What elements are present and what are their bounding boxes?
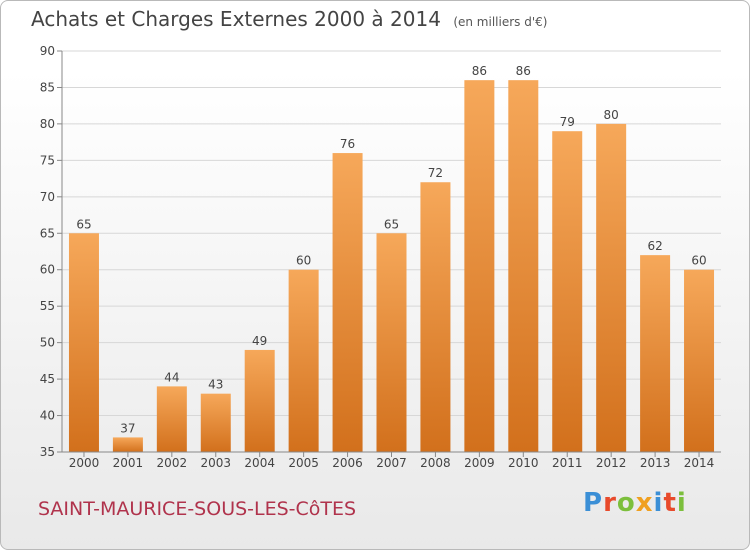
y-tick-label: 75: [40, 153, 55, 167]
bar-2008: [420, 182, 451, 452]
y-tick-label: 60: [40, 263, 55, 277]
bars: [68, 80, 715, 452]
data-label: 79: [560, 115, 575, 129]
bar-2003: [200, 393, 231, 452]
x-tick-label: 2000: [69, 456, 100, 470]
x-tick-label: 2013: [640, 456, 671, 470]
y-tick-label: 85: [40, 80, 55, 94]
x-tick-label: 2012: [596, 456, 627, 470]
bar-2014: [684, 269, 715, 452]
x-tick-label: 2009: [464, 456, 495, 470]
data-label: 43: [208, 378, 223, 392]
labels: 35 40 45 50 55 60 65 70 75 80 85 90 65 2000 37 2001 44 20…: [40, 44, 715, 470]
y-tick-label: 45: [40, 372, 55, 386]
x-tick-label: 2002: [157, 456, 188, 470]
x-tick-label: 2005: [288, 456, 319, 470]
data-label: 44: [164, 370, 179, 384]
x-tick-label: 2006: [332, 456, 363, 470]
x-tick-label: 2008: [420, 456, 451, 470]
x-tick-label: 2004: [244, 456, 275, 470]
bar-2005: [288, 269, 319, 452]
data-label: 60: [296, 254, 311, 268]
logo-letter: P: [583, 488, 604, 518]
bar-2002: [156, 386, 187, 452]
data-label: 86: [472, 64, 487, 78]
data-label: 76: [340, 137, 355, 151]
logo-letter: o: [616, 488, 636, 518]
proxiti-logo: Proxiti: [583, 488, 687, 518]
x-tick-label: 2010: [508, 456, 539, 470]
y-tick-label: 80: [40, 117, 55, 131]
y-tick-label: 65: [40, 226, 55, 240]
data-label: 65: [384, 217, 399, 231]
data-label: 72: [428, 166, 443, 180]
bar-2004: [244, 349, 275, 452]
data-label: 60: [691, 254, 706, 268]
axes: [57, 50, 721, 457]
y-tick-label: 55: [40, 299, 55, 313]
bar-2007: [376, 233, 407, 452]
x-tick-label: 2003: [200, 456, 231, 470]
logo-letter: x: [635, 488, 654, 518]
data-label: 80: [604, 108, 619, 122]
y-tick-label: 35: [40, 445, 55, 459]
bar-2006: [332, 153, 363, 452]
bar-2009: [464, 80, 495, 452]
logo-letter: i: [653, 488, 664, 518]
unit-label: (en milliers d'€): [453, 15, 548, 29]
logo-letter: r: [603, 488, 617, 518]
x-tick-label: 2001: [113, 456, 144, 470]
bar-2010: [508, 80, 539, 452]
y-tick-label: 50: [40, 336, 55, 350]
data-label: 86: [516, 64, 531, 78]
bar-2001: [112, 437, 143, 452]
bar-2013: [640, 255, 671, 452]
y-tick-label: 40: [40, 409, 55, 423]
data-label: 37: [120, 421, 135, 435]
logo-letter: i: [676, 488, 687, 518]
bar-2000: [68, 233, 99, 452]
commune-name: SAINT-MAURICE-SOUS-LES-CôTES: [38, 498, 357, 520]
chart-title: Achats et Charges Externes 2000 à 2014 (…: [31, 7, 547, 31]
title-text: Achats et Charges Externes 2000 à 2014: [31, 7, 441, 31]
data-label: 65: [76, 217, 91, 231]
bar-2012: [596, 123, 627, 452]
data-label: 62: [647, 239, 662, 253]
data-label: 49: [252, 334, 267, 348]
x-tick-label: 2014: [684, 456, 715, 470]
logo-letter: t: [663, 488, 677, 518]
x-tick-label: 2007: [376, 456, 407, 470]
bar-2011: [552, 131, 583, 452]
y-tick-label: 90: [40, 44, 55, 58]
y-tick-label: 70: [40, 190, 55, 204]
x-tick-label: 2011: [552, 456, 583, 470]
